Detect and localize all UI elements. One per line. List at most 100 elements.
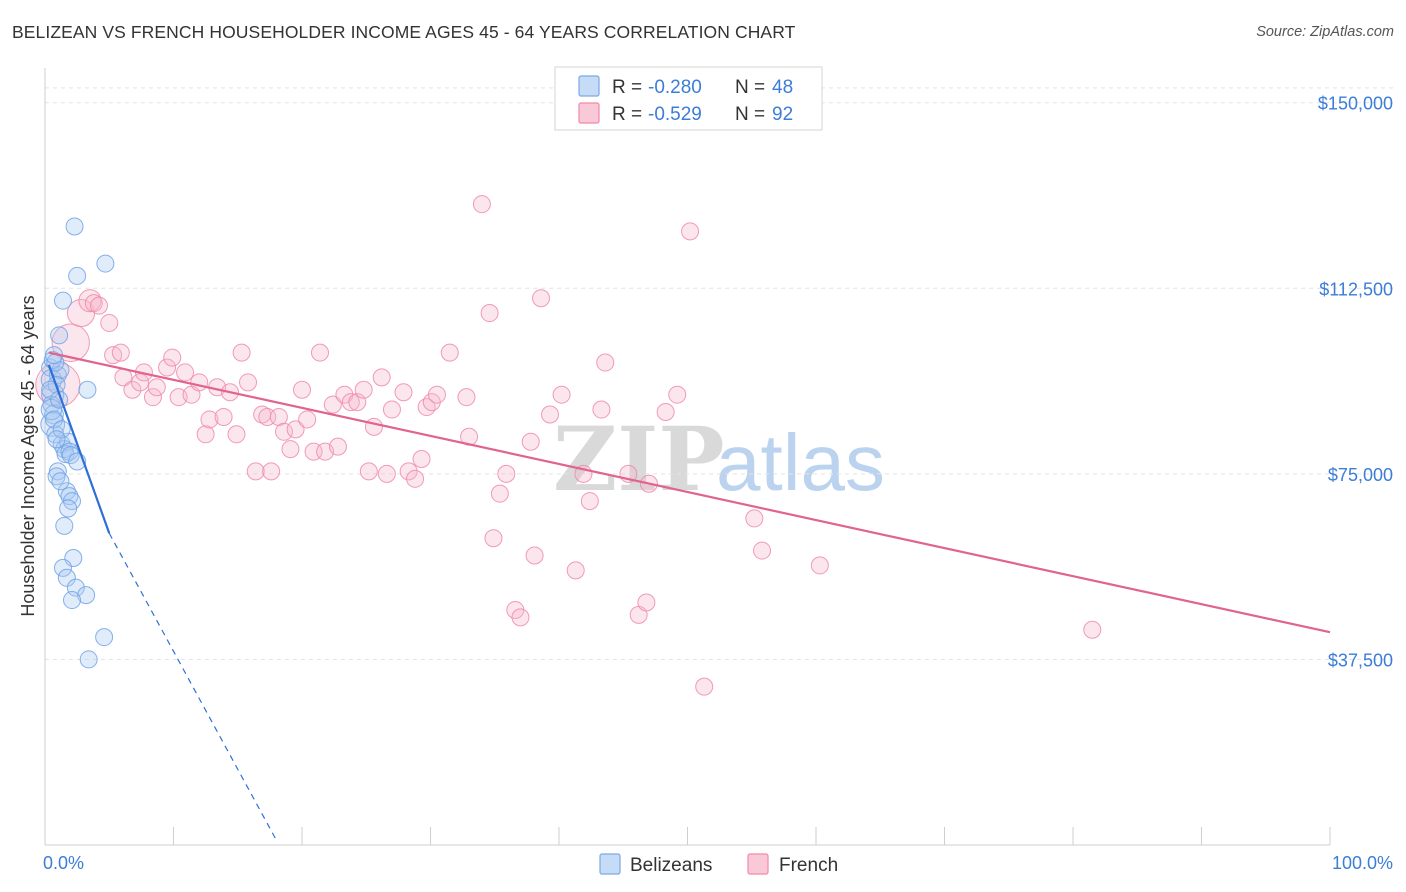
french-point [521, 432, 540, 451]
french-point [275, 422, 294, 441]
belizeans-point [51, 472, 70, 491]
french-point [480, 304, 499, 323]
belizeans-point [40, 398, 63, 421]
french-point [163, 348, 182, 367]
chart-title: BELIZEAN VS FRENCH HOUSEHOLDER INCOME AG… [12, 22, 796, 42]
french-point [745, 509, 764, 528]
french-point [89, 296, 108, 315]
french-point [472, 195, 491, 214]
belizeans-point [50, 326, 69, 345]
french-point [656, 403, 675, 422]
french-point [196, 425, 215, 444]
axes [44, 68, 1331, 846]
french-point [323, 395, 342, 414]
y-tick-label-3: $150,000 [1318, 94, 1393, 114]
french-point [695, 677, 714, 696]
french-point [753, 541, 772, 560]
bottom-legend-swatch-belizeans [599, 853, 621, 875]
belizeans-point [65, 217, 84, 236]
french-point [596, 353, 615, 372]
french-point [341, 393, 360, 412]
legend-swatch-french [578, 102, 600, 124]
x-tick-label-0: 0.0% [43, 853, 84, 873]
bottom-legend-label-belizeans: Belizeans [630, 855, 712, 876]
belizeans-trend-extension [108, 532, 277, 841]
french-point [131, 373, 150, 392]
bottom-legend-label-french: French [779, 855, 838, 876]
french-point [406, 469, 425, 488]
french-point [176, 363, 195, 382]
french-point [293, 380, 311, 399]
french-point [51, 323, 90, 362]
french-point [497, 464, 516, 483]
legend-n-label-french: N = [735, 104, 765, 125]
french-point [354, 380, 373, 399]
french-point [427, 385, 446, 404]
french-point [310, 343, 329, 362]
french-point [490, 484, 509, 503]
french-point [227, 425, 246, 444]
bottom-legend-swatch-french [747, 853, 769, 875]
french-point [580, 492, 599, 511]
french-point [372, 368, 391, 387]
french-point [111, 343, 130, 362]
french-trend-line [48, 351, 1331, 634]
belizeans-point [95, 628, 114, 647]
french-point [484, 529, 503, 548]
legend-swatch-belizeans [578, 75, 600, 97]
french-point [417, 398, 436, 417]
french-point [214, 407, 233, 426]
belizeans-trend-line [47, 364, 111, 534]
belizeans-point [57, 568, 76, 587]
legend-n-value-belizeans: 48 [772, 77, 793, 98]
legend-r-value-french: -0.529 [648, 104, 702, 125]
french-point [382, 400, 401, 419]
y-tick-labels: $37,500 $75,000 $112,500 $150,000 [1318, 94, 1393, 671]
french-point [394, 383, 413, 402]
y-axis-label: Householder Income Ages 45 - 64 years [18, 295, 38, 616]
french-point [1083, 620, 1102, 639]
belizeans-point [77, 586, 96, 605]
legend-n-label-belizeans: N = [735, 77, 765, 98]
belizeans-point [53, 291, 72, 310]
french-point [200, 410, 219, 429]
belizeans-point [79, 650, 98, 669]
belizeans-points [40, 217, 115, 669]
french-point [810, 556, 829, 575]
belizeans-point [53, 558, 72, 577]
french-point [190, 373, 209, 392]
french-point [246, 462, 265, 481]
french-point [123, 380, 142, 399]
legend-r-value-belizeans: -0.280 [648, 77, 702, 98]
french-point [262, 462, 281, 481]
y-tick-label-1: $75,000 [1328, 465, 1393, 485]
french-point [239, 373, 258, 392]
french-point [525, 546, 544, 565]
belizeans-point [55, 516, 74, 535]
french-point [143, 388, 162, 407]
belizeans-point [61, 446, 80, 465]
french-point [681, 222, 700, 241]
belizeans-point [47, 430, 66, 449]
belizeans-point [78, 380, 97, 399]
belizeans-point [96, 254, 115, 273]
french-point [552, 385, 571, 404]
french-point [457, 388, 476, 407]
belizeans-point [44, 410, 63, 429]
source-label: Source: ZipAtlas.com [1256, 24, 1394, 40]
french-point [281, 440, 300, 459]
trend-lines [47, 351, 1331, 841]
belizeans-point [59, 499, 78, 518]
french-point [668, 385, 687, 404]
legend-r-label-belizeans: R = [612, 77, 642, 98]
french-point [637, 593, 656, 612]
belizeans-point [62, 591, 81, 610]
legend-n-value-french: 92 [772, 104, 793, 125]
french-point [412, 450, 431, 469]
series-legend: Belizeans French [599, 853, 838, 876]
french-point [511, 608, 530, 627]
french-point [566, 561, 585, 580]
french-point [100, 313, 119, 332]
legend-r-label-french: R = [612, 104, 642, 125]
